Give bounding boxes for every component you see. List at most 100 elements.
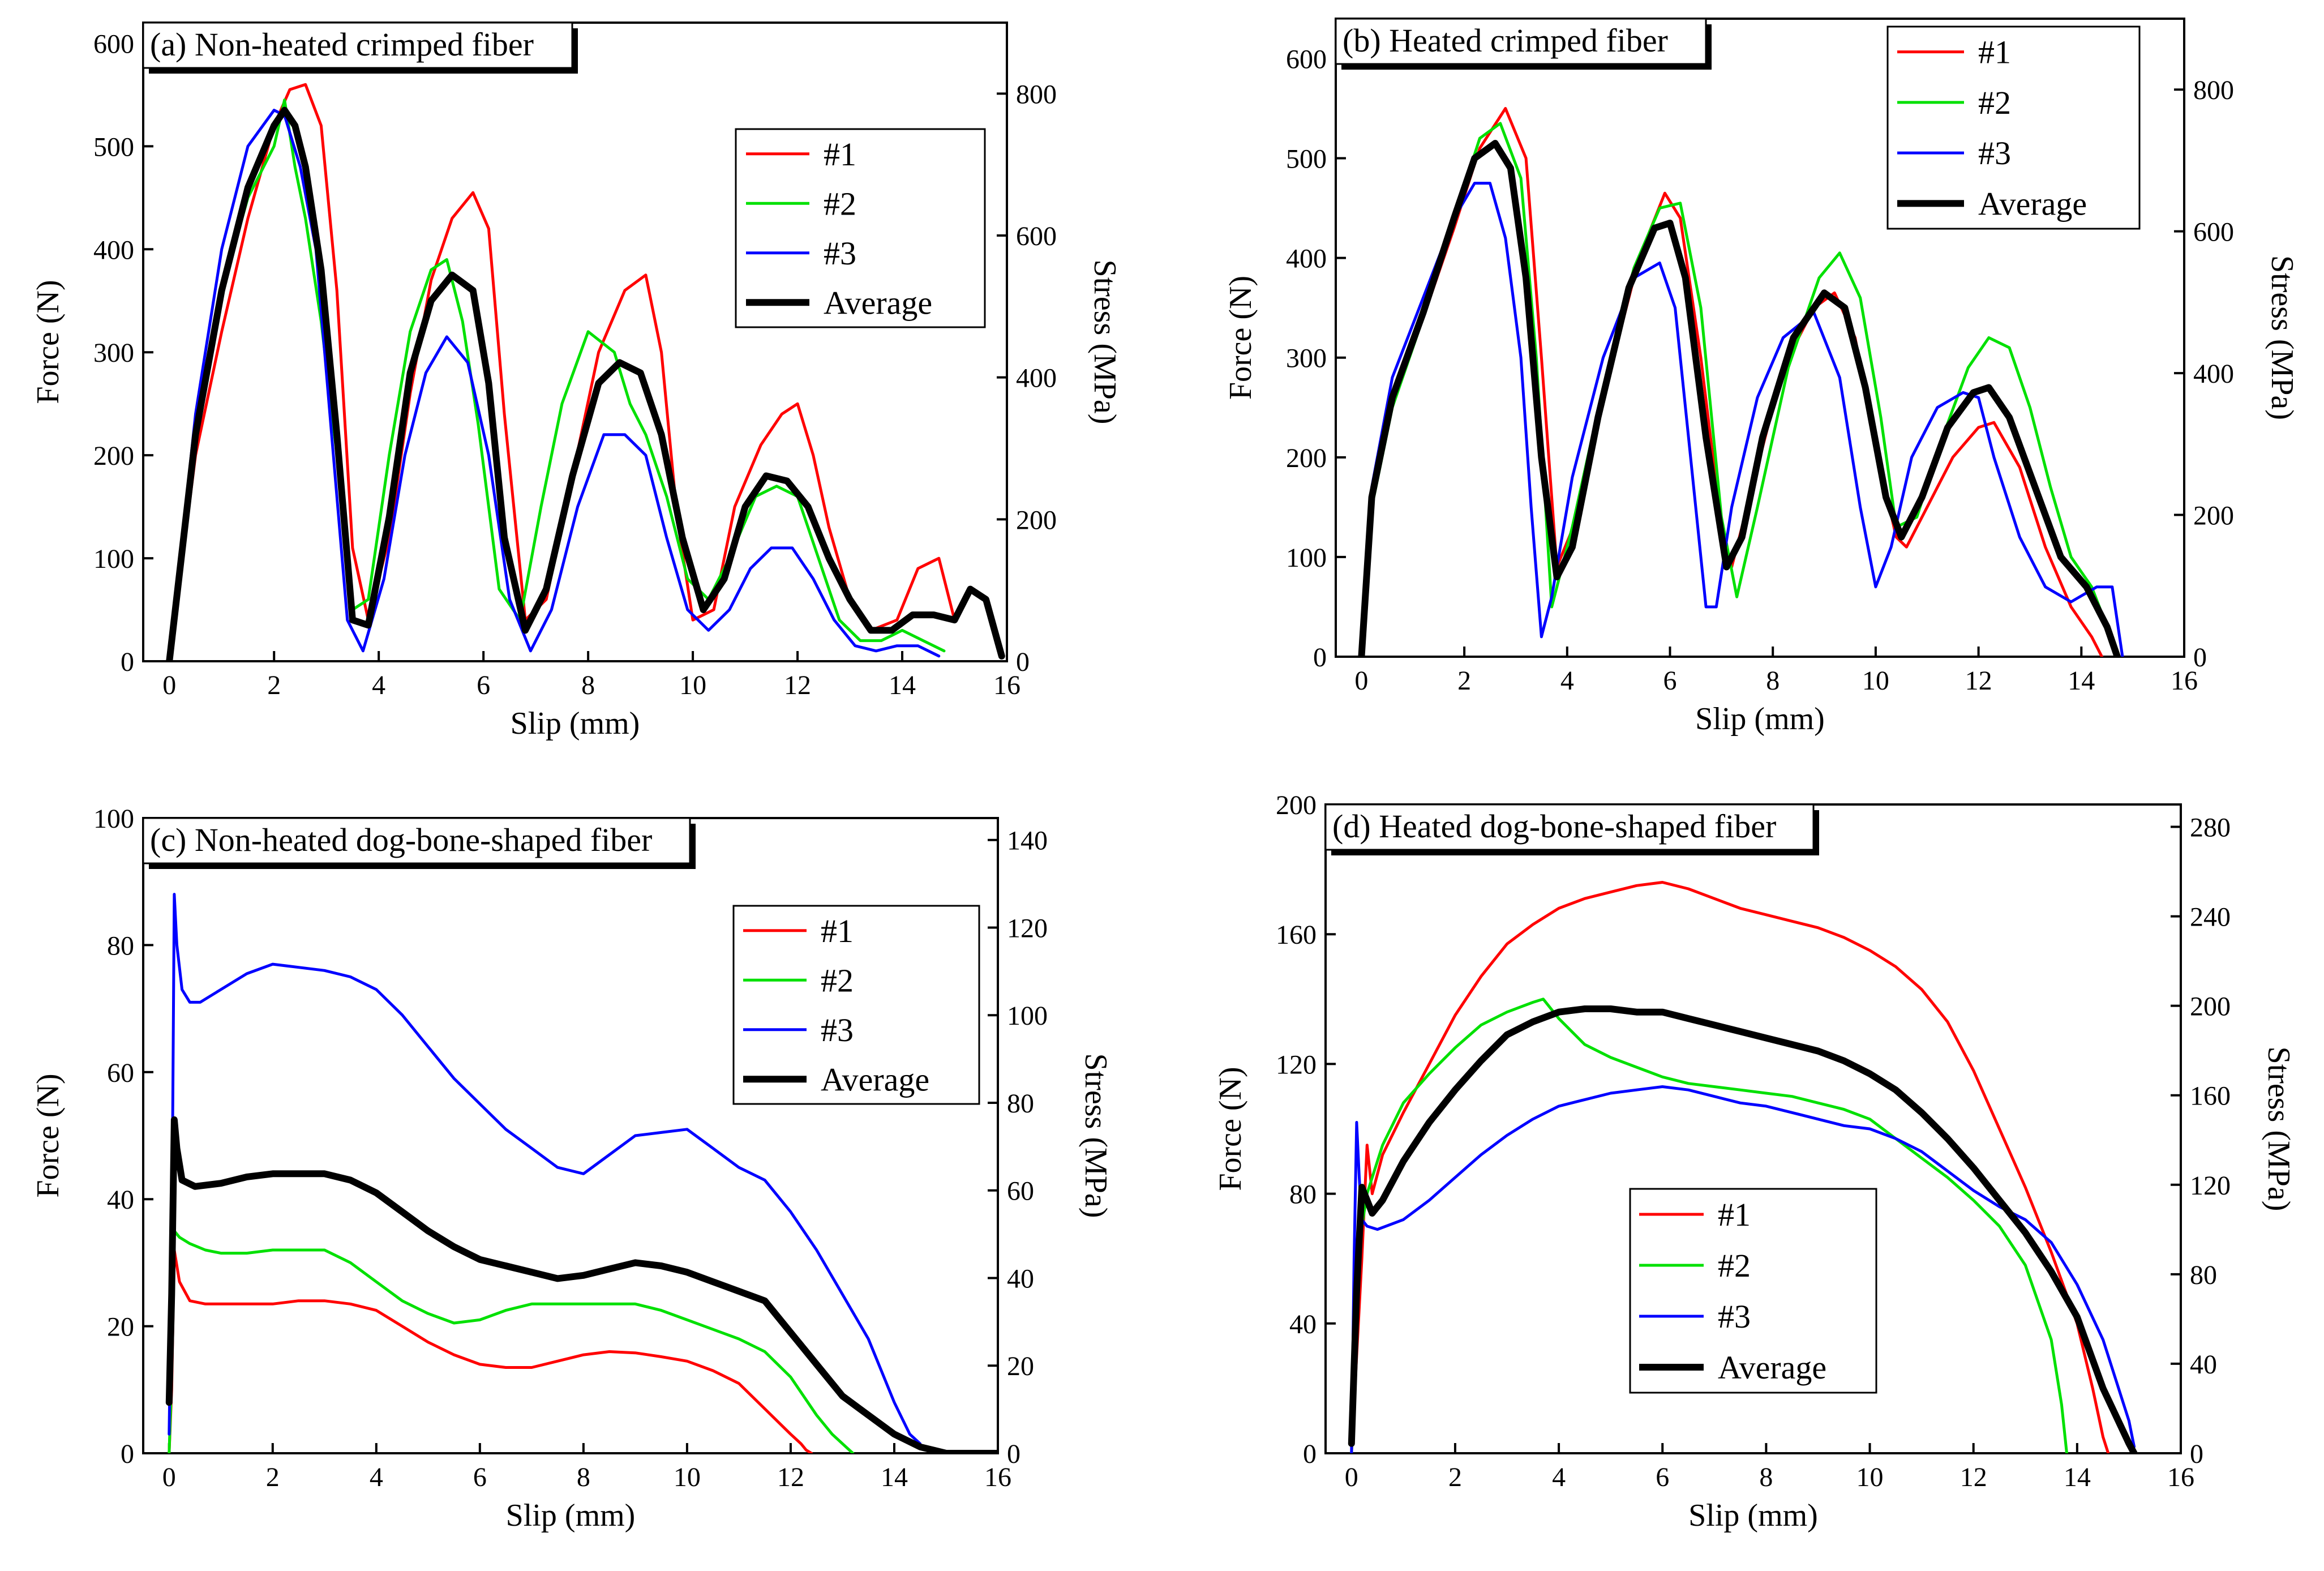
y2-tick-label: 800 <box>2193 75 2234 105</box>
y2-tick-label: 80 <box>2190 1260 2217 1290</box>
panel-title-box <box>142 22 573 69</box>
series-line-average <box>1348 1005 2138 1453</box>
y-tick-label: 200 <box>93 441 134 471</box>
y2-tick-label: 0 <box>1016 647 1030 677</box>
x-tick-label: 8 <box>581 670 595 700</box>
x-tick-label: 10 <box>1862 666 1889 696</box>
plot-frame <box>1335 18 2185 658</box>
series-line-3 <box>168 893 922 1445</box>
x-tick-label: 14 <box>2064 1462 2091 1492</box>
legend-label: #1 <box>824 136 856 173</box>
y2-tick-label: 120 <box>1007 913 1048 943</box>
chart-panel-3: 0 2 4 6 8 10 12 14 16020406080100020406080100120… <box>31 804 1113 1533</box>
y2-tick-label: 0 <box>2190 1439 2203 1469</box>
y-tick-label: 100 <box>1286 543 1327 573</box>
y-tick-label: 300 <box>1286 344 1327 374</box>
chart-panel-4: 0 2 4 6 8 10 12 14 16040801201602000408012016020… <box>1213 790 2296 1533</box>
legend-label: Average <box>1718 1349 1826 1386</box>
legend-label: Average <box>1978 185 2087 222</box>
legend-label: Average <box>821 1061 929 1098</box>
x-tick-label: 12 <box>784 670 811 700</box>
y-axis-title: Force (N) <box>1213 1067 1248 1191</box>
panel-title-box <box>1335 18 1707 65</box>
y-tick-label: 600 <box>1286 44 1327 74</box>
x-tick-label: 0 <box>162 1462 176 1492</box>
x-axis-title: Slip (mm) <box>1695 701 1825 737</box>
legend-label: #3 <box>824 235 856 272</box>
y-tick-label: 200 <box>1286 443 1327 473</box>
y2-tick-label: 20 <box>1007 1351 1034 1381</box>
x-tick-label: 6 <box>1656 1462 1669 1492</box>
series-line-average <box>165 1116 998 1453</box>
y2-tick-label: 100 <box>1007 1001 1048 1031</box>
x-tick-label: 16 <box>993 670 1020 700</box>
y2-tick-label: 140 <box>1007 826 1048 856</box>
chart-panel-1: 0 2 4 6 8 10 12 14 16010020030040050060002004006… <box>31 22 1122 741</box>
y2-tick-label: 400 <box>1016 363 1057 393</box>
legend-label: #1 <box>1718 1196 1751 1233</box>
x-tick-label: 16 <box>984 1462 1011 1492</box>
y-axis-title: Force (N) <box>31 1073 66 1197</box>
series-line-1 <box>168 1248 813 1453</box>
y2-tick-label: 200 <box>2190 992 2231 1022</box>
x-tick-label: 0 <box>1345 1462 1358 1492</box>
y-tick-label: 60 <box>107 1058 134 1088</box>
x-tick-label: 12 <box>1960 1462 1987 1492</box>
legend: #1 #2 #3 Average <box>1629 1188 1877 1394</box>
series-line-2 <box>1360 122 2119 657</box>
x-axis-title: Slip (mm) <box>1688 1498 1818 1533</box>
y2-tick-label: 600 <box>2193 217 2234 247</box>
plot-frame <box>142 22 1008 662</box>
x-tick-label: 16 <box>2167 1462 2194 1492</box>
y2-tick-label: 160 <box>2190 1081 2231 1111</box>
x-axis-title: Slip (mm) <box>511 706 640 741</box>
series-line-average <box>1358 140 2121 657</box>
panel-title-text: (a) Non-heated crimped fiber <box>150 26 534 63</box>
panel-title-box <box>142 817 691 864</box>
y2-tick-label: 0 <box>1007 1439 1020 1469</box>
x-tick-label: 8 <box>577 1462 590 1492</box>
legend-label: #2 <box>1978 84 2011 121</box>
y-tick-label: 400 <box>1286 244 1327 274</box>
y2-tick-label: 800 <box>1016 79 1057 109</box>
legend: #1 #2 #3 Average <box>732 905 980 1105</box>
y-tick-label: 80 <box>107 931 134 961</box>
y-tick-label: 500 <box>93 132 134 162</box>
x-tick-label: 6 <box>477 670 490 700</box>
x-axis-title: Slip (mm) <box>506 1498 636 1533</box>
x-tick-label: 12 <box>777 1462 804 1492</box>
series-line-3 <box>168 109 941 661</box>
y-axis-title: Force (N) <box>31 280 66 404</box>
y2-tick-label: 400 <box>2193 359 2234 389</box>
x-tick-label: 10 <box>674 1462 701 1492</box>
panel-title: (a) Non-heated crimped fiber <box>142 22 578 74</box>
y-tick-label: 0 <box>1303 1439 1317 1469</box>
series-line-3 <box>1360 182 2124 657</box>
x-tick-label: 2 <box>1457 666 1471 696</box>
y-tick-label: 0 <box>1313 643 1327 673</box>
y-tick-label: 200 <box>1276 790 1317 820</box>
legend: #1 #2 #3 Average <box>735 128 986 328</box>
panel-title: (b) Heated crimped fiber <box>1335 18 1712 70</box>
x-tick-label: 6 <box>473 1462 487 1492</box>
chart-panel-2: 0 2 4 6 8 10 12 14 16010020030040050060002004006… <box>1223 18 2300 737</box>
y-tick-label: 300 <box>93 338 134 368</box>
y-tick-label: 0 <box>121 647 134 677</box>
y2-tick-label: 200 <box>2193 501 2234 531</box>
legend-label: #3 <box>821 1012 854 1048</box>
series-line-average <box>166 106 1005 661</box>
legend: #1 #2 #3 Average <box>1886 25 2141 230</box>
x-tick-label: 2 <box>1448 1462 1462 1492</box>
y2-tick-label: 120 <box>2190 1171 2231 1201</box>
y-tick-label: 500 <box>1286 144 1327 174</box>
x-tick-label: 0 <box>162 670 176 700</box>
x-tick-label: 10 <box>679 670 706 700</box>
legend-box <box>732 905 980 1105</box>
legend-label: #1 <box>1978 34 2011 71</box>
x-tick-label: 4 <box>1552 1462 1566 1492</box>
x-tick-label: 4 <box>372 670 385 700</box>
y-tick-label: 600 <box>93 29 134 59</box>
legend-label: #2 <box>821 962 854 999</box>
legend-box <box>735 128 986 328</box>
x-tick-label: 14 <box>889 670 916 700</box>
